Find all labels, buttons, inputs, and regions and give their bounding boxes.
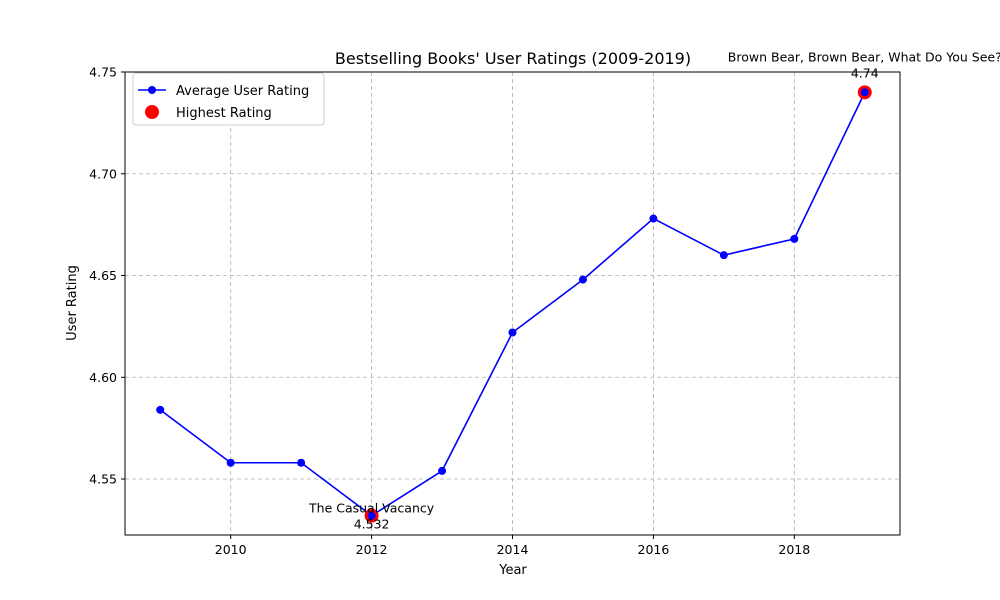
- data-point: [649, 214, 658, 223]
- y-tick-label: 4.60: [89, 370, 117, 385]
- y-tick-label: 4.70: [89, 166, 117, 181]
- data-point: [719, 251, 728, 260]
- y-axis-ticks: 4.55 4.60 4.65 4.70 4.75: [89, 65, 125, 487]
- annotation-book-title: The Casual Vacancy: [308, 501, 435, 516]
- legend-entry-average-user-rating: Average User Rating: [176, 84, 309, 99]
- annotation-value: 4.74: [851, 65, 879, 80]
- x-tick-label: 2010: [215, 542, 247, 557]
- series-points: [156, 88, 869, 520]
- grid: [125, 71, 900, 535]
- legend: Average User Rating Highest Rating: [132, 72, 325, 126]
- x-axis-ticks: 2010 2012 2014 2016 2018: [215, 535, 810, 557]
- legend-point-swatch: [148, 86, 156, 94]
- data-point: [156, 405, 165, 414]
- x-tick-label: 2014: [497, 542, 529, 557]
- annotation-book-title: Brown Bear, Brown Bear, What Do You See?: [728, 49, 1000, 64]
- chart-title: Bestselling Books' User Ratings (2009-20…: [335, 49, 691, 68]
- data-point: [367, 511, 376, 520]
- y-tick-label: 4.75: [89, 65, 117, 80]
- data-point: [508, 328, 517, 337]
- x-axis-label: Year: [498, 563, 527, 578]
- legend-box: [132, 72, 325, 126]
- x-tick-label: 2012: [356, 542, 388, 557]
- x-tick-label: 2018: [778, 542, 810, 557]
- legend-entry-highest-rating: Highest Rating: [176, 106, 272, 121]
- x-tick-label: 2016: [638, 542, 670, 557]
- data-point: [438, 466, 447, 475]
- highlight-markers: [364, 85, 872, 523]
- y-tick-label: 4.65: [89, 268, 117, 283]
- data-point: [790, 234, 799, 243]
- data-point: [226, 458, 235, 467]
- y-axis-label: User Rating: [65, 265, 80, 341]
- y-tick-label: 4.55: [89, 472, 117, 487]
- data-point: [860, 88, 869, 97]
- legend-highlight-swatch: [145, 105, 159, 119]
- data-point: [297, 458, 306, 467]
- data-point: [578, 275, 587, 284]
- annotation-value: 4.532: [354, 517, 390, 532]
